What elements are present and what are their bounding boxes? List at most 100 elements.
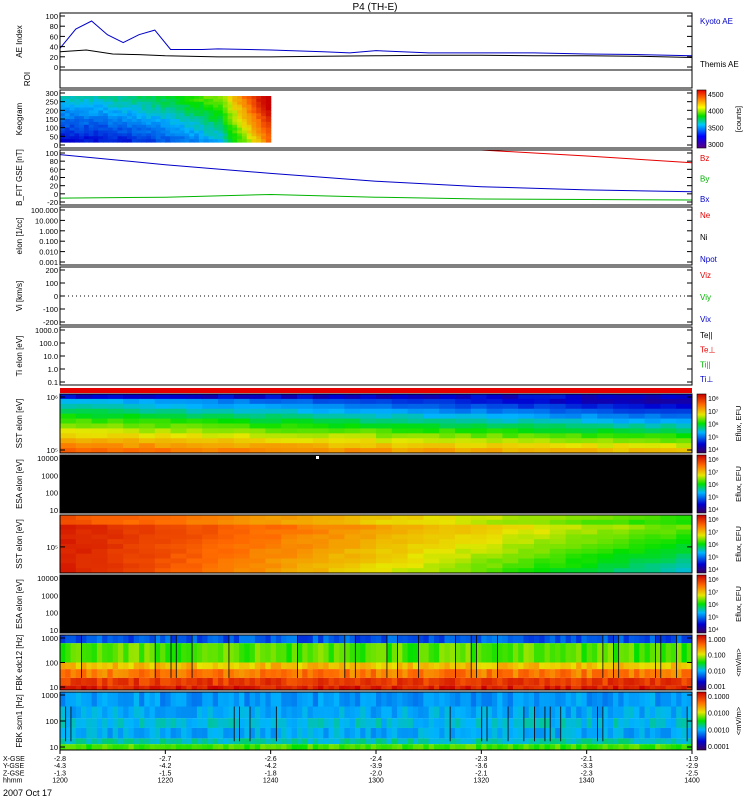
fbk-scm-cell [144, 727, 151, 739]
sst-e-cell [312, 448, 330, 453]
fbk-scm-cell [128, 738, 135, 745]
sst-e-cell [107, 398, 124, 405]
fbk-scm-cell [186, 738, 193, 745]
fbk-edc-cell [376, 635, 382, 644]
sst-e-cell [628, 398, 646, 405]
fbk-scm-cell [275, 718, 282, 728]
keogram-cell [107, 136, 114, 140]
fbk-scm-cell [370, 692, 377, 707]
sst-i-cell [565, 519, 582, 526]
fbk-edc-cell [402, 643, 409, 663]
keogram-cell [256, 98, 262, 103]
keogram-colorbar [696, 89, 707, 149]
fbk-scm-cell [149, 692, 156, 707]
ylabel: eIon [1/cc] [15, 218, 24, 255]
fbk-edc-cell [470, 669, 477, 678]
fbk-edc-cell [539, 635, 546, 644]
sst-e-cell [439, 428, 456, 434]
fbk-scm-cell [555, 744, 561, 750]
sst-e-cell [549, 394, 567, 400]
colorbar-label: [counts] [734, 106, 743, 132]
sst-i-cell [360, 524, 377, 531]
keogram-cell [136, 101, 142, 106]
sst-i-cell [170, 524, 187, 531]
fbk-edc-cell [397, 669, 403, 678]
sst-e-cell [344, 428, 361, 434]
ytick-label: 100 [45, 12, 58, 21]
sst-e-cell [439, 398, 456, 405]
sst-e-cell [660, 394, 677, 400]
fbk-scm-cell [281, 706, 288, 719]
sst-e-cell [186, 403, 203, 410]
fbk-edc-cell [370, 643, 377, 663]
fbk-edc-cell [534, 643, 540, 663]
fbk-edc-cell [618, 635, 625, 644]
fbk-edc-cell [117, 635, 124, 644]
sst-i-cell [423, 568, 440, 573]
fbk-scm-cell [286, 718, 293, 728]
sst-e-cell [581, 418, 598, 425]
keogram-cell [179, 136, 186, 140]
sst-i-cell [565, 539, 582, 545]
keogram-cell [237, 139, 243, 143]
keogram-cell [103, 116, 109, 120]
sst-i-cell [154, 544, 172, 550]
fbk-edc-cell [391, 635, 398, 644]
fbk-edc-cell [186, 635, 193, 644]
keogram-cell [251, 96, 257, 100]
keogram-cell [179, 127, 186, 132]
keogram-cell [256, 124, 262, 129]
fbk-scm-cell [655, 744, 661, 750]
fbk-scm-cell [528, 706, 535, 719]
fbk-edc-cell [65, 669, 72, 678]
sst-e-cell [549, 443, 567, 449]
fbk-edc-cell [381, 662, 388, 670]
sst-e-cell [376, 448, 393, 453]
xtick-label: 1300 [368, 778, 384, 785]
fbk-scm-cell [639, 738, 646, 745]
fbk-edc-cell [312, 669, 319, 678]
fbk-edc-cell [349, 669, 356, 678]
fbk-scm-cell [207, 744, 214, 750]
sst-i-cell [91, 553, 108, 560]
fbk-scm-cell [154, 727, 161, 739]
fbk-scm-cell [60, 706, 66, 719]
fbk-edc-cell [354, 643, 361, 663]
fbk-scm-cell [239, 706, 245, 719]
keogram-cell [83, 104, 90, 109]
keogram-cell [165, 136, 171, 140]
fbk-scm-cell [212, 744, 219, 750]
sst-e-cell [154, 394, 172, 400]
fbk-scm-cell [602, 738, 609, 745]
fbk-scm-cell [391, 692, 398, 707]
sst-e-cell [502, 448, 519, 453]
fbk-edc-cell [181, 662, 187, 670]
sst-i-cell [218, 558, 235, 564]
keogram-cell [184, 116, 190, 120]
sst-e-cell [344, 408, 361, 415]
fbk-edc-cell [265, 669, 272, 678]
fbk-scm-cell [386, 706, 393, 719]
fbk-scm-cell [297, 718, 303, 728]
fbk-edc-cell [328, 685, 335, 690]
fbk-scm-cell [117, 692, 124, 707]
fbk-edc-cell [544, 677, 551, 686]
fbk-scm-cell [139, 744, 145, 750]
keogram-cell [141, 104, 147, 109]
fbk-scm-cell [439, 692, 446, 707]
fbk-edc-cell [196, 635, 203, 644]
fbk-edc-cell [676, 669, 683, 678]
fbk-scm-cell [218, 727, 224, 739]
fbk-edc-cell [534, 669, 540, 678]
sst-e-cell [360, 443, 377, 449]
fbk-edc-cell [555, 662, 561, 670]
fbk-edc-cell [491, 635, 498, 644]
sst-i-cell [597, 563, 614, 569]
sst-e-cell [660, 408, 677, 415]
ylabel: ESA eIon [eV] [15, 579, 24, 629]
fbk-scm-cell [286, 744, 293, 750]
keogram-cell [122, 104, 128, 109]
keogram-cell [208, 130, 214, 134]
fbk-scm-cell [639, 727, 646, 739]
